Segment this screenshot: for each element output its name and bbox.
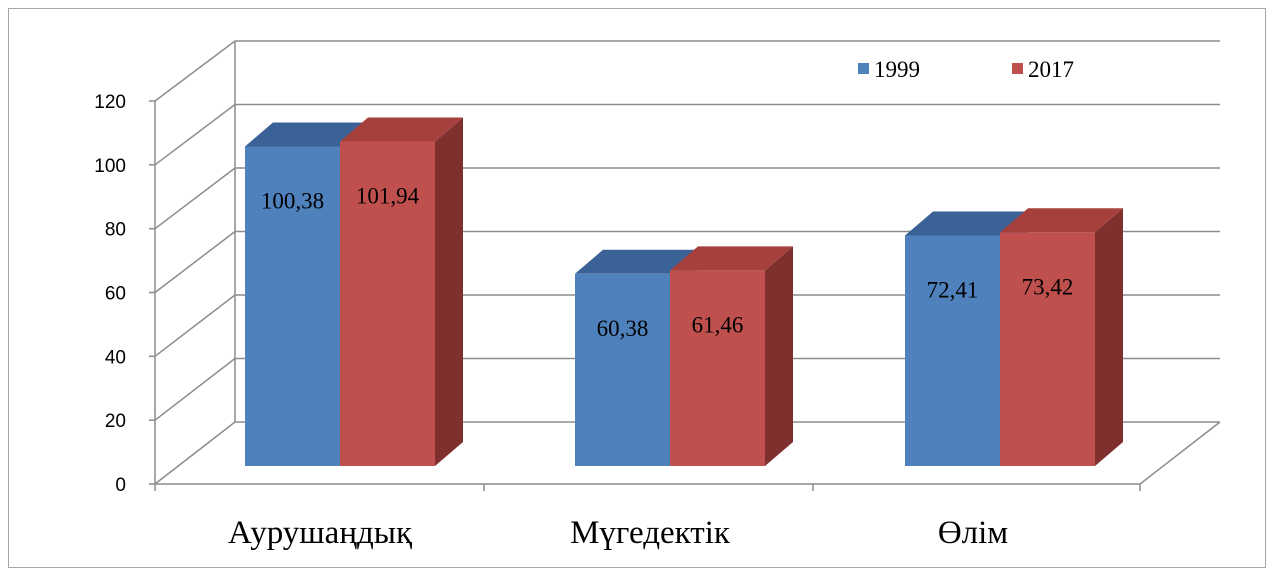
gridline-side [154, 230, 236, 294]
bar-1999-0 [245, 146, 340, 466]
gridline-side [154, 103, 236, 166]
data-labels: 100,38 101,94 60,38 61,46 72,41 73,42 [261, 183, 1074, 340]
bar-2017-0 [340, 141, 435, 466]
bar-top-1999 [245, 122, 368, 147]
y-axis: 0 20 40 60 80 100 120 [94, 92, 126, 496]
bar-side-2017 [1095, 208, 1123, 466]
bar-1999-2 [905, 235, 1000, 466]
x-category-label: Мүгедектік [570, 515, 731, 551]
y-tick-label: 20 [105, 411, 126, 432]
data-label: 60,38 [597, 316, 649, 341]
y-tick-label: 0 [115, 475, 126, 496]
data-label: 72,41 [927, 277, 979, 302]
bar-1999-1 [575, 273, 670, 466]
bar-top-2017 [670, 246, 793, 271]
bars [245, 117, 1123, 466]
data-label: 61,46 [692, 312, 744, 337]
legend-swatch-2017 [1012, 63, 1023, 74]
x-axis: Аурушаңдық Мүгедектік Өлім [228, 515, 1008, 551]
legend-label-2017: 2017 [1028, 57, 1074, 82]
y-tick-label: 100 [94, 156, 126, 177]
x-category-label: Өлім [938, 515, 1008, 551]
y-tick-label: 80 [105, 220, 126, 241]
bar-2017-1 [670, 270, 765, 466]
bar-top-1999 [905, 211, 1028, 236]
bar-side-2017 [435, 117, 463, 466]
legend-swatch-1999 [858, 63, 869, 74]
gridline-side [154, 294, 236, 357]
gridline-side [154, 357, 236, 421]
legend: 1999 2017 [858, 57, 1074, 82]
gridline-side [154, 421, 236, 485]
bar-top-1999 [575, 249, 698, 274]
x-category-label: Аурушаңдық [228, 515, 413, 551]
bar-2017-2 [1000, 232, 1095, 466]
y-tick-label: 120 [94, 92, 126, 113]
bar-side-2017 [765, 246, 793, 466]
floor-edge [1139, 421, 1221, 485]
gridline-side [154, 40, 236, 102]
data-label: 101,94 [356, 183, 420, 208]
y-tick-label: 60 [105, 284, 126, 305]
data-label: 73,42 [1022, 274, 1074, 299]
y-tick-label: 40 [105, 347, 126, 368]
gridline-side [154, 167, 236, 230]
bar-top-2017 [1000, 208, 1123, 233]
data-label: 100,38 [261, 188, 324, 213]
legend-label-1999: 1999 [874, 57, 920, 82]
bar-top-2017 [340, 117, 463, 142]
